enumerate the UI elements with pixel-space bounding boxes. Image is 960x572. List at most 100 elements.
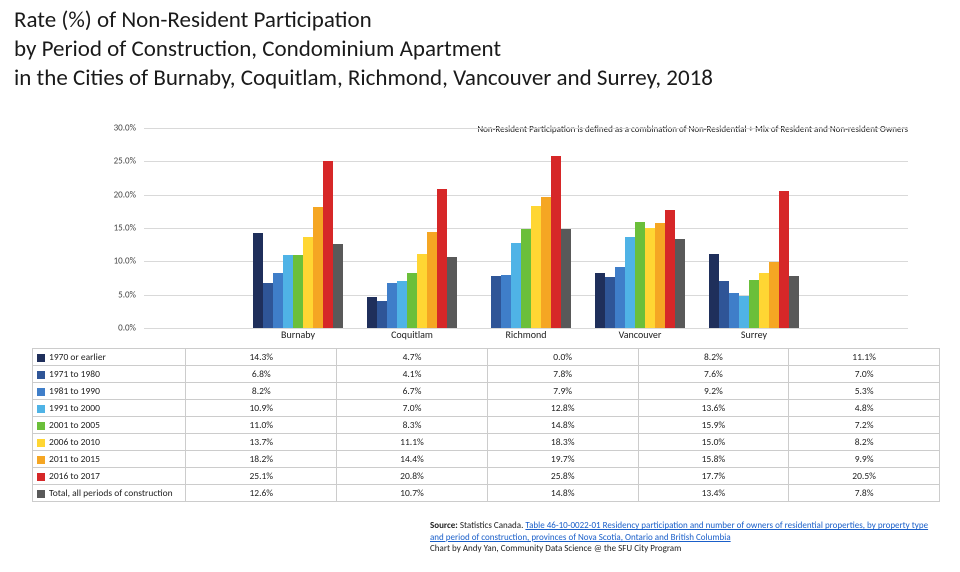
table-cell: 6.7%: [337, 383, 488, 400]
bar: [293, 255, 303, 328]
table-cell: 8.3%: [337, 417, 488, 434]
table-cell: 6.8%: [186, 366, 337, 383]
bar: [273, 273, 283, 328]
table-cell: 18.2%: [186, 451, 337, 468]
table-cell: 25.8%: [487, 468, 638, 485]
bar: [541, 197, 551, 328]
bar: [729, 293, 739, 328]
bar: [491, 276, 501, 328]
table-cell: 12.6%: [186, 485, 337, 502]
legend-swatch: [37, 490, 45, 498]
bar: [789, 276, 799, 328]
table-cell: 5.3%: [789, 383, 940, 400]
bar: [407, 273, 417, 328]
bar: [719, 281, 729, 328]
legend-swatch: [37, 388, 45, 396]
bar: [645, 228, 655, 328]
gridline: [144, 128, 908, 129]
y-axis-label: 5.0%: [118, 289, 136, 300]
row-header: 1991 to 2000: [33, 400, 186, 417]
bar: [615, 267, 625, 328]
bar: [625, 237, 635, 328]
table-cell: 7.6%: [638, 366, 789, 383]
gridline: [144, 161, 908, 162]
bar: [313, 207, 323, 328]
source-credit: Chart by Andy Yan, Community Data Scienc…: [430, 543, 681, 554]
y-axis-label: 30.0%: [114, 123, 136, 134]
table-cell: 20.5%: [789, 468, 940, 485]
table-cell: 11.0%: [186, 417, 337, 434]
bar: [417, 254, 427, 328]
legend-swatch: [37, 473, 45, 481]
table-cell: 17.7%: [638, 468, 789, 485]
table-cell: 19.7%: [487, 451, 638, 468]
table-cell: 15.0%: [638, 434, 789, 451]
table-cell: 13.6%: [638, 400, 789, 417]
table-cell: 18.3%: [487, 434, 638, 451]
table-row: 2001 to 200511.0%8.3%14.8%15.9%7.2%: [33, 417, 940, 434]
bar: [437, 189, 447, 328]
bar: [635, 222, 645, 328]
y-axis-label: 20.0%: [114, 189, 136, 200]
table-row: 1981 to 19908.2%6.7%7.9%9.2%5.3%: [33, 383, 940, 400]
table-row: Total, all periods of construction12.6%1…: [33, 485, 940, 502]
bar: [665, 210, 675, 328]
title-line-1: Rate (%) of Non-Resident Participation: [14, 6, 713, 35]
table-cell: 14.4%: [337, 451, 488, 468]
table-cell: 7.8%: [487, 366, 638, 383]
bar: [511, 243, 521, 328]
row-header: Total, all periods of construction: [33, 485, 186, 502]
table-cell: 10.9%: [186, 400, 337, 417]
table-cell: 13.4%: [638, 485, 789, 502]
table-cell: 25.1%: [186, 468, 337, 485]
bar: [595, 273, 605, 328]
legend-swatch: [37, 405, 45, 413]
table-cell: 8.2%: [638, 349, 789, 366]
table-cell: 7.9%: [487, 383, 638, 400]
table-cell: 7.0%: [789, 366, 940, 383]
table-row: 2006 to 201013.7%11.1%18.3%15.0%8.2%: [33, 434, 940, 451]
row-header: 1971 to 1980: [33, 366, 186, 383]
bar: [323, 161, 333, 328]
table-cell: 9.2%: [638, 383, 789, 400]
bar: [397, 281, 407, 328]
table-cell: 20.8%: [337, 468, 488, 485]
data-table: 1970 or earlier14.3%4.7%0.0%8.2%11.1%197…: [32, 348, 940, 502]
table-cell: 13.7%: [186, 434, 337, 451]
y-axis-label: 10.0%: [114, 256, 136, 267]
bar: [561, 229, 571, 328]
y-axis-label: 25.0%: [114, 156, 136, 167]
table-cell: 7.2%: [789, 417, 940, 434]
table-cell: 10.7%: [337, 485, 488, 502]
table-row: 2016 to 201725.1%20.8%25.8%17.7%20.5%: [33, 468, 940, 485]
bar: [283, 255, 293, 328]
table-cell: 4.8%: [789, 400, 940, 417]
bar: [779, 191, 789, 328]
table-cell: 4.1%: [337, 366, 488, 383]
table-cell: 15.8%: [638, 451, 789, 468]
page-title: Rate (%) of Non-Resident Participation b…: [14, 6, 713, 92]
row-header: 2011 to 2015: [33, 451, 186, 468]
table-cell: 11.1%: [789, 349, 940, 366]
legend-swatch: [37, 439, 45, 447]
row-header: 2016 to 2017: [33, 468, 186, 485]
chart-plot: [144, 128, 908, 329]
table-cell: 14.8%: [487, 417, 638, 434]
bar: [387, 283, 397, 328]
bar: [739, 296, 749, 328]
y-axis-label: 0.0%: [118, 323, 136, 334]
legend-swatch: [37, 371, 45, 379]
legend-swatch: [37, 422, 45, 430]
row-header: 1981 to 1990: [33, 383, 186, 400]
bar: [749, 280, 759, 328]
table-cell: 8.2%: [789, 434, 940, 451]
row-header: 2001 to 2005: [33, 417, 186, 434]
bar: [675, 239, 685, 328]
x-axis-label: Surrey: [678, 328, 830, 341]
table-row: 1991 to 200010.9%7.0%12.8%13.6%4.8%: [33, 400, 940, 417]
row-header: 1970 or earlier: [33, 349, 186, 366]
bar: [769, 262, 779, 328]
table-cell: 4.7%: [337, 349, 488, 366]
table-cell: 11.1%: [337, 434, 488, 451]
table-cell: 14.3%: [186, 349, 337, 366]
